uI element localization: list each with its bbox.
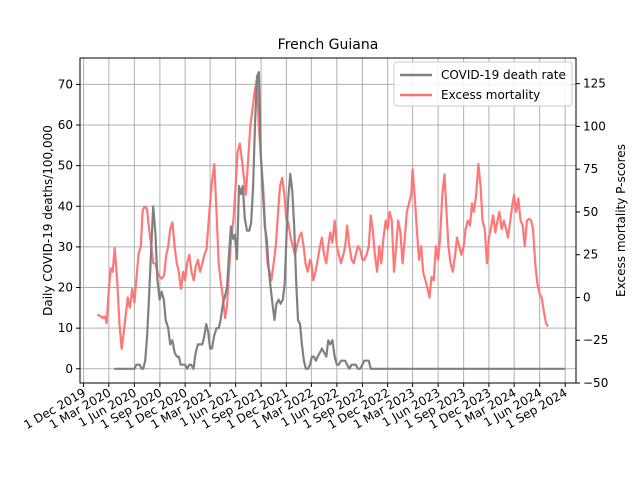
y2-tick-label: 25 <box>583 248 598 262</box>
legend: COVID-19 death rate Excess mortality <box>393 61 573 107</box>
chart-title: French Guiana <box>278 37 379 53</box>
y-axis-label: Daily COVID-19 deaths/100,000 <box>41 125 55 316</box>
y-tick-label: 20 <box>58 281 73 295</box>
y-tick-label: 10 <box>58 321 73 335</box>
y-axis-left: 0 10 20 30 40 50 60 70 <box>58 77 80 376</box>
y-tick-label: 40 <box>58 199 73 213</box>
y-axis-right: −50 −25 0 25 50 75 100 125 <box>576 77 608 390</box>
legend-label-excess: Excess mortality <box>441 88 540 102</box>
y2-tick-label: −50 <box>583 376 608 390</box>
y2-tick-label: 75 <box>583 162 598 176</box>
series-layer <box>96 71 566 370</box>
y-tick-label: 60 <box>58 118 73 132</box>
y2-tick-label: −25 <box>583 333 608 347</box>
series-line-excess-mortality <box>96 79 549 350</box>
y2-tick-label: 50 <box>583 205 598 219</box>
y-tick-label: 30 <box>58 240 73 254</box>
series-line-covid-death-rate <box>114 71 566 370</box>
y2-axis-label: Excess mortality P-scores <box>614 144 628 297</box>
y-tick-label: 70 <box>58 77 73 91</box>
y2-tick-label: 0 <box>583 290 591 304</box>
y2-tick-label: 100 <box>583 119 606 133</box>
plot-frame <box>79 57 577 384</box>
legend-label-covid: COVID-19 death rate <box>441 68 566 82</box>
legend-box <box>393 61 573 107</box>
y2-tick-label: 125 <box>583 77 606 91</box>
y-tick-label: 50 <box>58 159 73 173</box>
y-tick-label: 0 <box>65 362 73 376</box>
